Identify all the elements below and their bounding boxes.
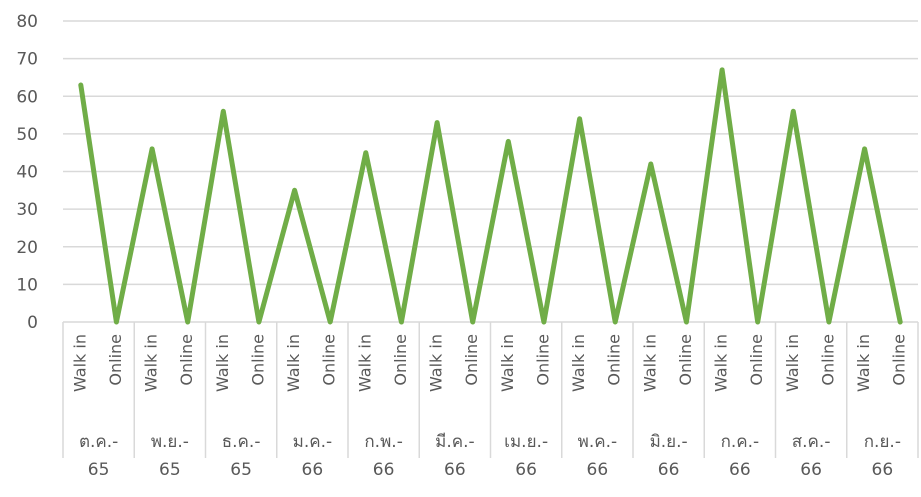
x-tick-label: Online <box>818 334 837 386</box>
x-group-label-month: ก.พ.- <box>364 432 402 452</box>
x-tick-label: Walk in <box>142 334 161 392</box>
x-tick-label: Walk in <box>213 334 232 392</box>
x-tick-label: Online <box>462 334 481 386</box>
x-group-label-year: 66 <box>444 460 466 480</box>
x-group-label-month: ต.ค.- <box>79 432 118 452</box>
x-tick-label: Walk in <box>498 334 517 392</box>
x-tick-label: Walk in <box>284 334 303 392</box>
x-tick-label: Online <box>320 334 339 386</box>
x-group-label-year: 65 <box>230 460 252 480</box>
x-group-label-month: พ.ย.- <box>151 432 189 452</box>
x-group-label-year: 66 <box>729 460 751 480</box>
x-tick-label: Online <box>391 334 410 386</box>
x-tick-label: Online <box>676 334 695 386</box>
x-tick-label: Walk in <box>640 334 659 392</box>
x-group-label-month: ธ.ค.- <box>222 432 261 452</box>
x-tick-label: Online <box>177 334 196 386</box>
x-tick-label: Walk in <box>854 334 873 392</box>
y-tick-label: 80 <box>16 12 38 32</box>
y-tick-label: 20 <box>16 238 38 258</box>
y-tick-label: 60 <box>16 87 38 107</box>
y-tick-label: 70 <box>16 50 38 70</box>
y-tick-label: 50 <box>16 125 38 145</box>
x-group-label-month: ม.ค.- <box>293 432 333 452</box>
x-tick-label: Online <box>605 334 624 386</box>
x-group-label-year: 66 <box>587 460 609 480</box>
y-tick-label: 0 <box>27 313 38 333</box>
x-group-label-month: เม.ย.- <box>504 432 548 452</box>
x-tick-label: Walk in <box>70 334 89 392</box>
x-tick-label: Online <box>747 334 766 386</box>
y-tick-label: 40 <box>16 163 38 183</box>
x-tick-label: Online <box>533 334 552 386</box>
x-axis-tick-labels: Walk in Online Walk in Online Walk in Online W… <box>70 334 908 392</box>
x-group-label-year: 66 <box>800 460 822 480</box>
x-group-label-month: ส.ค.- <box>792 432 831 452</box>
x-group-label-month: มี.ค.- <box>435 432 475 452</box>
x-tick-label: Online <box>248 334 267 386</box>
x-group-label-year: 66 <box>658 460 680 480</box>
y-axis-ticks: 0 10 20 30 40 50 60 70 80 <box>16 12 38 333</box>
x-group-label-year: 65 <box>159 460 181 480</box>
x-group-label-year: 66 <box>515 460 537 480</box>
x-tick-label: Walk in <box>427 334 446 392</box>
gridlines <box>63 21 918 284</box>
x-tick-label: Walk in <box>569 334 588 392</box>
x-group-label-month: ก.ย.- <box>864 432 901 452</box>
x-tick-label: Online <box>106 334 125 386</box>
x-group-label-year: 66 <box>373 460 395 480</box>
x-group-label-month: พ.ค.- <box>578 432 618 452</box>
x-tick-label: Walk in <box>783 334 802 392</box>
y-tick-label: 30 <box>16 200 38 220</box>
x-group-label-month: ก.ค.- <box>721 432 760 452</box>
x-tick-label: Walk in <box>712 334 731 392</box>
x-group-label-year: 66 <box>302 460 324 480</box>
y-tick-label: 10 <box>16 275 38 295</box>
x-group-label-year: 66 <box>872 460 894 480</box>
x-group-label-month: มิ.ย.- <box>650 432 688 452</box>
x-tick-label: Online <box>890 334 909 386</box>
x-group-label-year: 65 <box>88 460 110 480</box>
x-tick-label: Walk in <box>355 334 374 392</box>
